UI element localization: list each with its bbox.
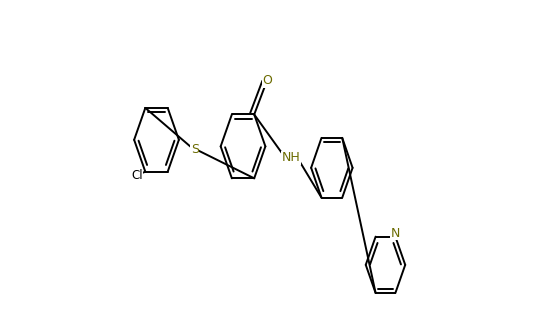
Text: S: S xyxy=(191,142,199,156)
Text: O: O xyxy=(262,74,272,87)
Text: Cl: Cl xyxy=(131,168,143,182)
Text: NH: NH xyxy=(282,151,300,164)
Text: N: N xyxy=(391,227,400,240)
